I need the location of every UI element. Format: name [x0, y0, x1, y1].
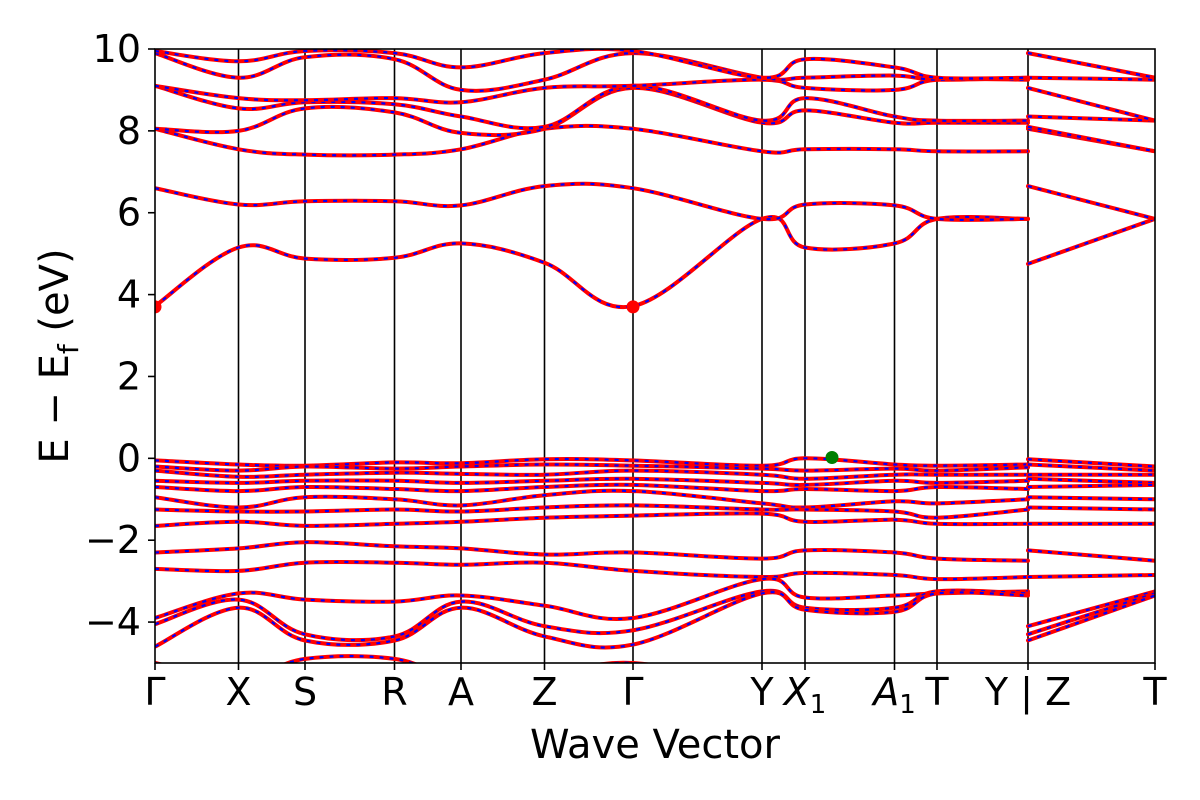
band-line-blue-9: [1027, 115, 1155, 122]
y-ticks: 10 8 6 4 2 0 −2 −4: [85, 27, 155, 644]
band-line-blue-30: [155, 512, 1029, 528]
band-line-blue-11: [1027, 86, 1155, 122]
band-line-blue-39: [1027, 592, 1155, 636]
x-tick-label-5: Z: [531, 670, 557, 714]
x-tick-label-6: Γ: [622, 670, 643, 714]
band-line-red-22: [155, 476, 1030, 487]
band-line-red-4: [155, 123, 1030, 158]
y-tick-label-1: 8: [117, 109, 141, 153]
band-line-blue-34: [155, 560, 1029, 581]
band-line-blue-35: [1027, 573, 1155, 579]
extremum-marker-0: [155, 300, 162, 314]
y-axis-label: E − Ef (eV): [32, 248, 85, 463]
band-line-blue-36: [155, 577, 1029, 621]
band-line-blue-20: [155, 469, 1028, 480]
y-tick-label-6: −2: [85, 518, 141, 562]
band-line-blue-32: [155, 541, 1029, 562]
band-line-blue-38: [155, 589, 1029, 642]
band-line-blue-13: [1027, 76, 1155, 81]
extremum-markers: [155, 300, 839, 465]
y-axis-label-unit: (eV): [32, 248, 78, 344]
band-line-blue-16: [155, 457, 1029, 467]
band-line-blue-3: [1027, 185, 1155, 220]
y-tick-label-5: 0: [117, 436, 141, 480]
band-line-blue-33: [1027, 549, 1155, 562]
band-line-blue-26: [155, 489, 1029, 509]
band-line-blue-41: [1027, 594, 1155, 642]
band-line-blue-37: [1027, 590, 1155, 628]
band-line-blue-23: [1027, 477, 1155, 484]
band-line-blue-25: [1027, 483, 1155, 489]
band-line-blue-7: [1027, 125, 1155, 153]
band-line-blue-8: [155, 84, 1029, 130]
band-line-blue-2: [155, 182, 1029, 222]
x-axis-label: Wave Vector: [530, 722, 781, 768]
y-axis-label-main: E − E: [32, 354, 78, 464]
band-line-blue-19: [1027, 463, 1155, 472]
band-line-blue-40: [155, 591, 1029, 649]
y-tick-label-2: 6: [117, 191, 141, 235]
y-axis-label-subscript: f: [52, 343, 85, 354]
band-line-blue-6: [155, 86, 1028, 137]
extremum-marker-2: [825, 451, 839, 465]
band-line-blue-42: [155, 655, 646, 663]
x-tick-label-0: Γ: [144, 670, 165, 714]
x-tick-label-10: T: [924, 670, 949, 714]
y-tick-label-3: 4: [117, 273, 141, 317]
band-line-red-32: [155, 540, 1030, 563]
x-tick-label-2: S: [293, 670, 317, 714]
y-tick-label-4: 2: [117, 354, 141, 398]
x-tick-label-9: A1: [870, 670, 916, 720]
band-line-blue-10: [155, 77, 1029, 104]
x-tick-label-7: Y: [749, 670, 774, 714]
band-lines: [155, 49, 1155, 663]
x-tick-label-4: A: [448, 670, 474, 714]
band-line-blue-29: [1027, 506, 1155, 511]
band-line-blue-0: [155, 215, 1029, 309]
band-line-blue-15: [1027, 52, 1155, 79]
x-tick-label-8: X1: [782, 670, 827, 720]
x-tick-label-11: Y | Z: [984, 670, 1071, 715]
band-line-blue-12: [155, 51, 1029, 92]
band-line-red-0: [155, 214, 1030, 310]
band-line-blue-14: [155, 49, 1029, 80]
x-tick-label-12: T: [1142, 670, 1167, 714]
x-tick-label-3: R: [381, 670, 407, 714]
band-line-red-7: [1026, 124, 1155, 154]
band-line-red-15: [1026, 51, 1155, 80]
band-line-red-40: [155, 590, 1030, 650]
x-tick-label-1: X: [225, 670, 251, 714]
band-line-blue-4: [155, 124, 1029, 157]
band-line-blue-1: [1027, 217, 1155, 265]
band-line-blue-17: [1027, 458, 1155, 468]
y-tick-label-7: −4: [85, 600, 141, 644]
band-line-blue-24: [155, 483, 1029, 493]
band-line-blue-18: [155, 463, 1029, 472]
y-tick-label-0: 10: [93, 27, 141, 71]
plot-frame: [154, 48, 1156, 664]
band-line-red-6: [155, 85, 1030, 138]
band-line-blue-27: [1027, 496, 1155, 501]
band-line-red-28: [155, 503, 1030, 520]
extremum-marker-1: [626, 300, 640, 314]
